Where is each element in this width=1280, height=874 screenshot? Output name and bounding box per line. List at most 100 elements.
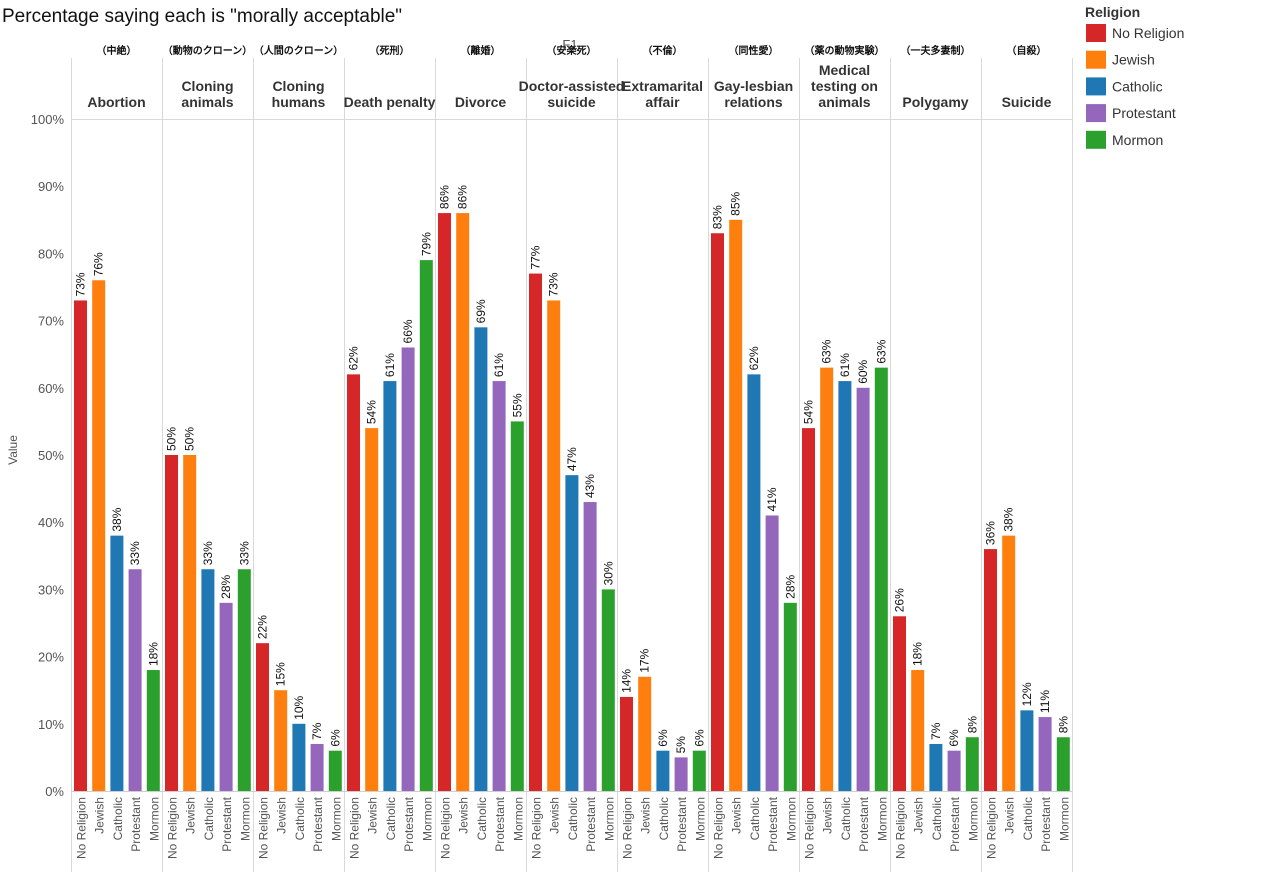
x-tick-label: Mormon: [875, 797, 889, 841]
bar: [1020, 710, 1034, 791]
value-label: 15%: [274, 662, 288, 686]
x-tick-label: Mormon: [329, 797, 343, 841]
value-label: 12%: [1020, 682, 1034, 706]
bar: [820, 367, 834, 791]
y-tick-label: 80%: [38, 246, 64, 261]
legend-label: Mormon: [1112, 132, 1163, 148]
bar: [456, 213, 470, 791]
category-header: Cloning animals: [181, 78, 233, 110]
x-tick-label: Mormon: [147, 797, 161, 841]
category-header: Abortion: [87, 94, 145, 110]
value-label: 6%: [328, 729, 342, 747]
x-tick-label: Mormon: [784, 797, 798, 841]
bar: [565, 475, 579, 791]
value-label: 63%: [820, 339, 834, 363]
bar: [510, 421, 524, 791]
x-tick-label: Catholic: [111, 797, 125, 840]
y-axis-label: Value: [6, 435, 20, 465]
value-label: 61%: [383, 353, 397, 377]
value-label: 8%: [1056, 716, 1070, 734]
x-tick-label: Mormon: [238, 797, 252, 841]
value-label: 11%: [1038, 690, 1052, 713]
value-label: 33%: [128, 541, 142, 565]
x-tick-label: Catholic: [657, 797, 671, 840]
value-label: 50%: [165, 427, 179, 451]
value-label: 22%: [256, 615, 270, 639]
value-label: 61%: [492, 353, 506, 377]
value-label: 60%: [856, 359, 870, 383]
x-tick-label: Jewish: [275, 797, 289, 834]
x-tick-label: Mormon: [511, 797, 525, 841]
category-jp-label: （中絶）: [97, 44, 137, 57]
value-label: 54%: [802, 400, 816, 424]
x-tick-label: No Religion: [166, 797, 180, 859]
value-label: 5%: [674, 736, 688, 754]
bar: [419, 260, 433, 791]
x-tick-label: Mormon: [420, 797, 434, 841]
x-tick-label: Protestant: [584, 796, 598, 851]
value-label: 86%: [456, 185, 470, 209]
value-label: 69%: [474, 299, 488, 323]
legend-label: Jewish: [1112, 52, 1155, 68]
bar: [237, 569, 251, 791]
category-jp-label: （死刑）: [370, 44, 410, 57]
x-tick-label: Catholic: [748, 797, 762, 840]
category-jp-label: （人間のクローン）: [254, 44, 344, 57]
value-label: 10%: [292, 695, 306, 719]
x-tick-label: No Religion: [348, 797, 362, 859]
bar: [856, 387, 870, 791]
x-tick-label: Catholic: [930, 797, 944, 840]
bar: [984, 549, 997, 791]
x-tick-label: No Religion: [75, 797, 89, 859]
bar: [328, 750, 342, 791]
legend-label: Catholic: [1112, 78, 1163, 94]
x-tick-label: Mormon: [1057, 797, 1071, 841]
legend-swatch: [1086, 77, 1106, 96]
x-tick-label: Catholic: [384, 797, 398, 840]
value-label: 33%: [237, 541, 251, 565]
x-tick-label: Jewish: [730, 797, 744, 834]
x-tick-label: Jewish: [912, 797, 926, 834]
bar: [219, 602, 233, 791]
value-label: 62%: [747, 346, 761, 370]
value-label: 28%: [219, 574, 233, 598]
category-jp-label: （離婚）: [461, 44, 501, 57]
value-label: 6%: [656, 729, 670, 747]
legend-swatch: [1086, 24, 1106, 42]
category-header: Extramarital affair: [622, 78, 703, 110]
x-tick-label: Catholic: [202, 797, 216, 840]
x-tick-label: Jewish: [639, 797, 653, 834]
x-tick-label: Protestant: [311, 796, 325, 851]
y-tick-label: 50%: [38, 448, 64, 463]
bar: [401, 347, 415, 791]
category-jp-label: （不倫）: [643, 44, 683, 57]
x-tick-label: Jewish: [184, 797, 198, 834]
value-label: 6%: [947, 729, 961, 747]
x-tick-label: No Religion: [712, 797, 726, 859]
value-label: 28%: [783, 574, 797, 598]
x-tick-label: Protestant: [129, 796, 143, 851]
value-label: 79%: [419, 232, 433, 256]
bar: [1056, 737, 1070, 791]
x-tick-label: Jewish: [1003, 797, 1017, 834]
x-tick-label: Jewish: [457, 797, 471, 834]
bar: [165, 455, 178, 791]
value-label: 54%: [365, 400, 379, 424]
value-label: 33%: [201, 541, 215, 565]
category-header: Suicide: [1002, 94, 1052, 110]
x-tick-label: No Religion: [257, 797, 271, 859]
category-jp-label: （自殺）: [1007, 44, 1047, 57]
bar: [74, 300, 87, 791]
y-tick-label: 60%: [38, 381, 64, 396]
value-label: 43%: [583, 474, 597, 498]
value-label: 17%: [638, 648, 652, 672]
value-label: 38%: [1002, 507, 1016, 531]
top-label: F1: [562, 37, 577, 52]
bar: [474, 327, 488, 791]
value-label: 30%: [601, 561, 615, 585]
bar: [438, 213, 451, 791]
bar: [128, 569, 142, 791]
bar: [729, 219, 743, 792]
x-tick-label: Mormon: [966, 797, 980, 841]
bar: [965, 737, 979, 791]
